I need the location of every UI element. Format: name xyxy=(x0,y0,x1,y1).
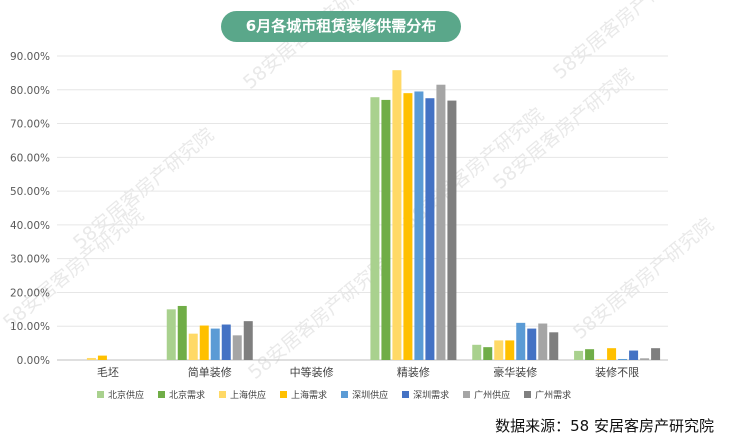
bar xyxy=(472,344,482,360)
watermark: 58安居客房产研究院 xyxy=(569,214,718,344)
bar xyxy=(596,359,606,360)
legend-item: 深圳供应 xyxy=(341,386,388,402)
legend-item: 上海需求 xyxy=(280,386,327,402)
bar xyxy=(392,70,402,360)
legend-swatch xyxy=(463,390,471,398)
legend-label: 上海需求 xyxy=(291,390,328,401)
legend-label: 北京供应 xyxy=(108,390,145,401)
bar xyxy=(494,340,504,360)
watermark: 58安居客房产研究院 xyxy=(69,124,218,254)
bar xyxy=(538,323,548,360)
bar xyxy=(436,84,446,360)
x-tick-label: 毛坯 xyxy=(97,366,119,379)
y-tick-label: 40.00% xyxy=(10,220,50,232)
y-tick-label: 10.00% xyxy=(10,321,50,333)
bar xyxy=(232,335,242,360)
bar xyxy=(166,309,176,360)
bar xyxy=(607,348,617,360)
bar xyxy=(574,350,584,360)
bar xyxy=(210,328,220,360)
legend-swatch xyxy=(402,390,410,398)
bar xyxy=(618,358,628,360)
bar xyxy=(651,348,661,360)
legend-swatch xyxy=(97,390,104,398)
y-tick-label: 60.00% xyxy=(10,152,50,164)
bar xyxy=(505,340,515,360)
legend-label: 北京需求 xyxy=(169,390,206,401)
legend-item: 北京需求 xyxy=(158,386,205,402)
y-tick-label: 90.00% xyxy=(10,51,50,63)
x-tick-label: 豪华装修 xyxy=(493,365,537,379)
bar xyxy=(516,322,526,360)
bar xyxy=(425,98,435,360)
x-axis-ticks: 毛坯 简单装修 中等装修 精装修 豪华装修 装修不限 xyxy=(97,365,639,379)
y-tick-label: 0.00% xyxy=(17,355,50,367)
legend-swatch xyxy=(341,390,349,398)
chart-title: 6月各城市租赁装修供需分布 xyxy=(221,11,461,42)
bar xyxy=(629,350,639,360)
x-tick-label: 中等装修 xyxy=(290,365,334,379)
legend-label: 深圳需求 xyxy=(413,390,450,401)
bar xyxy=(177,305,187,360)
y-axis-ticks: 0.00% 10.00% 20.00% 30.00% 40.00% 50.00% 60.00… xyxy=(10,51,50,367)
x-tick-label: 精装修 xyxy=(397,365,430,379)
bars xyxy=(86,70,661,361)
y-tick-label: 30.00% xyxy=(10,254,50,266)
bar xyxy=(414,91,424,360)
bar xyxy=(585,349,595,360)
bar xyxy=(447,100,457,360)
legend: 北京供应 北京需求 上海供应 上海需求 深圳供应 深圳需求 广州供应 广州需求 xyxy=(97,386,571,402)
bar xyxy=(527,328,537,360)
y-tick-label: 80.00% xyxy=(10,85,50,97)
bar xyxy=(243,321,253,360)
bar xyxy=(381,99,391,361)
legend-label: 上海供应 xyxy=(230,390,267,401)
legend-label: 深圳供应 xyxy=(352,390,389,401)
bar xyxy=(97,355,107,360)
bar xyxy=(86,357,96,360)
bar xyxy=(199,325,209,360)
bar xyxy=(221,324,231,360)
gridlines xyxy=(57,55,668,361)
bar xyxy=(188,333,198,360)
bar xyxy=(403,93,413,361)
legend-item: 广州供应 xyxy=(463,386,510,402)
legend-item: 北京供应 xyxy=(97,386,144,402)
bar xyxy=(640,358,650,360)
legend-label: 广州需求 xyxy=(535,390,572,401)
legend-swatch xyxy=(158,390,166,398)
legend-swatch xyxy=(524,390,532,398)
legend-item: 上海供应 xyxy=(219,386,266,402)
bar xyxy=(549,332,559,360)
legend-swatch xyxy=(280,390,288,398)
bar xyxy=(483,347,493,360)
legend-swatch xyxy=(219,390,227,398)
y-tick-label: 20.00% xyxy=(10,287,50,299)
x-tick-label: 装修不限 xyxy=(595,365,639,379)
y-tick-label: 50.00% xyxy=(10,186,50,198)
legend-label: 广州供应 xyxy=(474,390,511,401)
legend-item: 深圳需求 xyxy=(402,386,449,402)
y-tick-label: 70.00% xyxy=(10,119,50,131)
x-tick-label: 简单装修 xyxy=(188,365,232,379)
bar xyxy=(370,97,380,360)
legend-item: 广州需求 xyxy=(524,386,571,402)
data-source: 数据来源：58 安居客房产研究院 xyxy=(495,417,714,435)
